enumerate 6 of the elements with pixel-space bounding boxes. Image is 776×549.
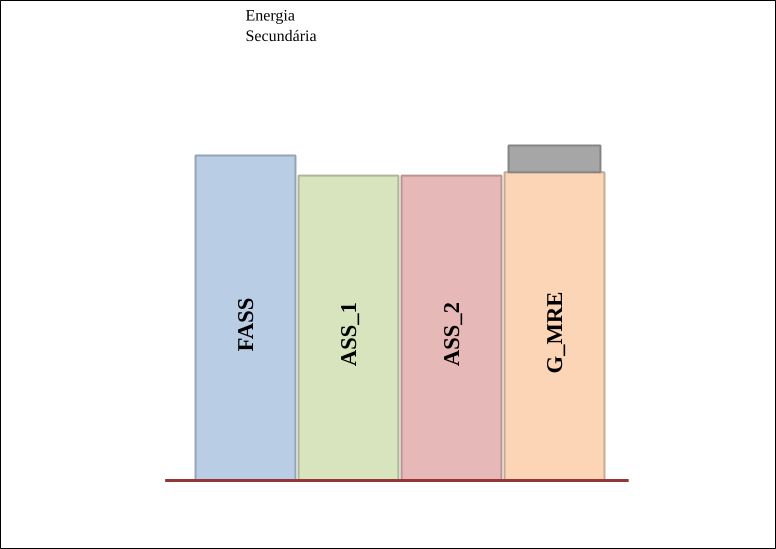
- x-tick-label: ASS_1: [336, 302, 361, 366]
- text: Energia Secundária: [246, 8, 317, 45]
- x-tick-label: ASS_2: [439, 302, 464, 366]
- x-tick-label: G_MRE: [542, 292, 567, 374]
- x-tick-label: FASS: [233, 298, 258, 352]
- bar: [508, 144, 602, 174]
